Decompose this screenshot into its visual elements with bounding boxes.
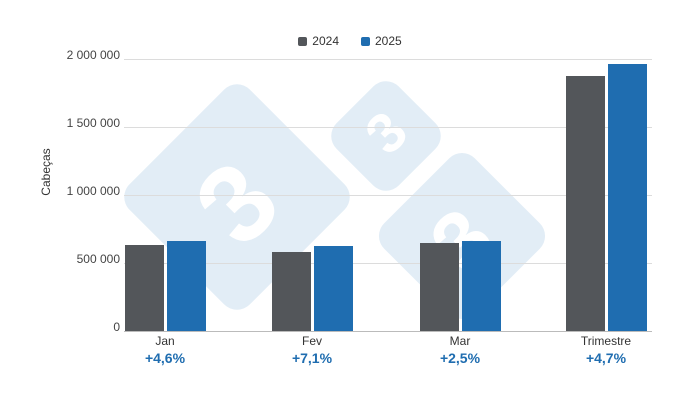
legend-swatch-2025 (361, 36, 370, 46)
bar-mar-2025[interactable] (461, 240, 501, 331)
x-tick-label: Mar (449, 334, 471, 348)
gridline (124, 59, 652, 60)
y-tick-label: 1 000 000 (66, 184, 120, 198)
bar-trimestre-2025[interactable] (607, 64, 647, 331)
bar-trimestre-2024[interactable] (565, 76, 605, 331)
y-tick-label: 1 500 000 (66, 116, 120, 130)
bar-fev-2025[interactable] (313, 246, 353, 331)
bar-jan-2024[interactable] (124, 245, 164, 331)
y-axis-title: Cabeças (39, 148, 53, 196)
bar-fev-2024[interactable] (271, 251, 311, 331)
y-tick-label: 0 (113, 320, 120, 334)
growth-annotation: +2,5% (439, 350, 481, 366)
legend-swatch-2024 (298, 36, 308, 46)
growth-annotation: +7,1% (291, 350, 333, 366)
legend-item-2024[interactable]: 2024 (298, 34, 339, 48)
bar-mar-2024[interactable] (419, 243, 459, 331)
legend-label-2025: 2025 (375, 34, 402, 48)
x-axis-line (124, 331, 652, 332)
legend: 2024 2025 (0, 34, 700, 48)
gridline (124, 127, 652, 128)
x-tick-label: Fev (301, 334, 323, 348)
gridline (124, 195, 652, 196)
y-tick-label: 2 000 000 (66, 48, 120, 62)
growth-annotation: +4,7% (585, 350, 627, 366)
x-tick-label: Jan (155, 334, 175, 348)
legend-item-2025[interactable]: 2025 (361, 34, 402, 48)
bar-jan-2025[interactable] (166, 240, 206, 331)
gridline (124, 263, 652, 264)
growth-annotation: +4,6% (144, 350, 186, 366)
y-tick-label: 500 000 (76, 252, 120, 266)
legend-label-2024: 2024 (312, 34, 339, 48)
x-tick-label: Trimestre (580, 334, 632, 348)
